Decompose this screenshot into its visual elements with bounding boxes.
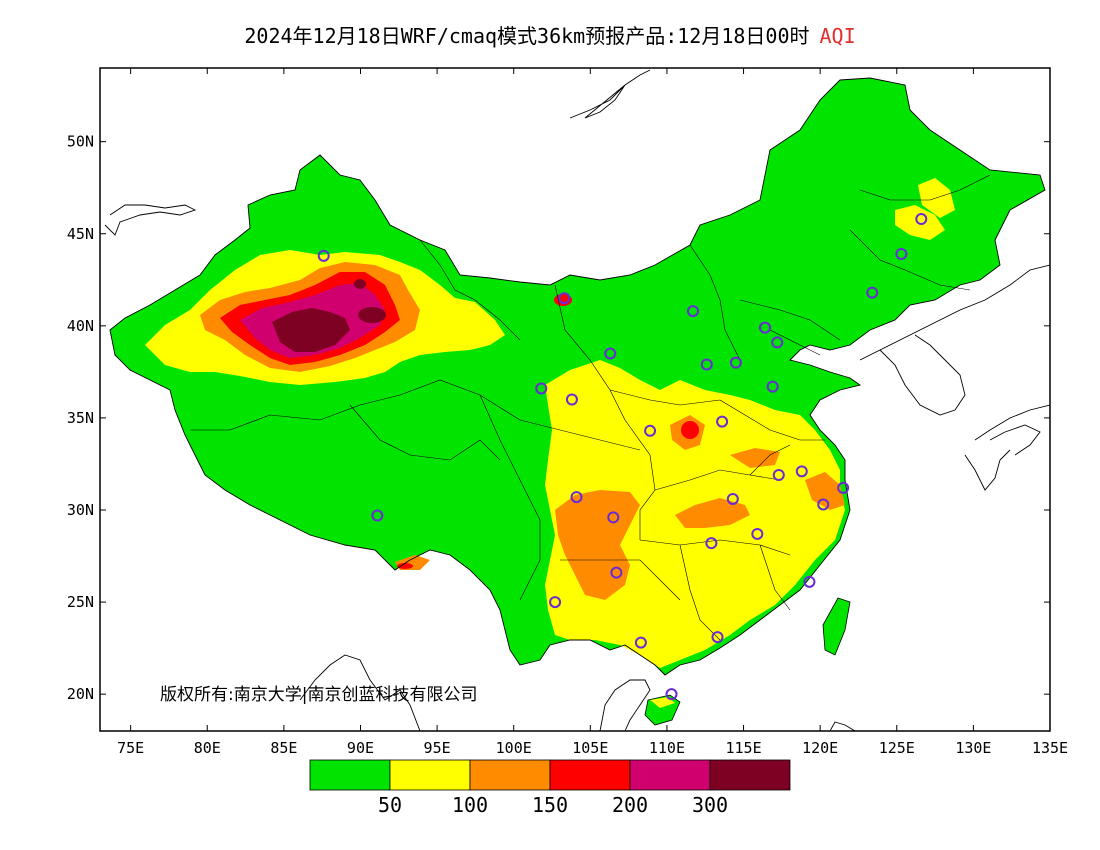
region-orange-anhui — [730, 448, 780, 468]
legend-swatch — [709, 759, 791, 791]
longitude-axis: 75E 80E 85E 90E 95E 100E 105E 110E 115E 120E 125E 1… — [117, 68, 1068, 757]
lat-tick-label: 50N — [67, 133, 94, 151]
station-marker — [711, 631, 724, 644]
station-marker — [915, 213, 928, 226]
lon-tick-label: 135E — [1032, 739, 1068, 757]
legend-swatch — [549, 759, 631, 791]
station-marker — [866, 286, 879, 299]
latitude-axis: 20N 25N 30N 35N 40N 45N 50N — [67, 133, 1050, 703]
lat-tick-label: 35N — [67, 409, 94, 427]
station-marker — [759, 321, 771, 334]
station-marker — [665, 688, 678, 701]
lon-tick-label: 120E — [802, 739, 838, 757]
legend-label: 300 — [692, 793, 728, 817]
station-marker — [771, 336, 784, 349]
aqi-legend: 50 100 150 200 300 — [309, 759, 791, 817]
station-marker — [317, 249, 330, 262]
station-marker — [837, 481, 850, 494]
station-marker — [817, 498, 830, 511]
region-orange-jiangsu — [805, 472, 845, 510]
province-boundaries — [190, 174, 991, 641]
station-marker — [772, 469, 785, 482]
region-orange-hubei — [675, 498, 750, 528]
title-main: 2024年12月18日WRF/cmaq模式36km预报产品:12月18日00时 — [244, 24, 810, 48]
lat-tick-label: 25N — [67, 593, 94, 611]
station-marker — [604, 347, 617, 360]
lat-tick-label: 30N — [67, 501, 94, 519]
legend-label: 150 — [532, 793, 568, 817]
legend-swatch — [309, 759, 391, 791]
station-marker — [705, 537, 718, 550]
region-darkred-spot — [354, 279, 366, 289]
station-marker — [803, 575, 816, 588]
lon-tick-label: 115E — [725, 739, 761, 757]
map-title: 2024年12月18日WRF/cmaq模式36km预报产品:12月18日00时 A… — [0, 20, 1100, 49]
station-marker — [726, 492, 739, 505]
copyright-text: 版权所有:南京大学|南京创蓝科技有限公司 — [160, 685, 478, 705]
lon-tick-label: 100E — [496, 739, 532, 757]
legend-swatch — [469, 759, 551, 791]
region-darkred-xinjiang — [272, 308, 350, 352]
station-marker — [610, 566, 623, 579]
station-marker — [700, 358, 713, 371]
station-marker — [729, 356, 742, 369]
station-marker — [607, 511, 620, 524]
station-marker — [686, 305, 699, 318]
lon-tick-label: 80E — [194, 739, 221, 757]
lon-tick-label: 130E — [955, 739, 991, 757]
lat-tick-label: 45N — [67, 225, 94, 243]
lon-tick-label: 95E — [424, 739, 451, 757]
region-yellow-northeast — [895, 205, 945, 240]
station-marker — [565, 393, 578, 406]
station-marker — [766, 380, 779, 393]
legend-label: 50 — [378, 793, 402, 817]
region-darkred-hami — [358, 307, 386, 323]
monitoring-stations — [317, 213, 928, 701]
station-marker — [895, 248, 908, 261]
island-hainan-yellow — [650, 697, 675, 708]
station-marker — [570, 491, 583, 504]
station-marker — [795, 465, 808, 478]
title-variable: AQI — [819, 24, 856, 48]
lat-tick-label: 20N — [67, 685, 94, 703]
lat-tick-label: 40N — [67, 317, 94, 335]
lon-tick-label: 75E — [117, 739, 144, 757]
lon-tick-label: 85E — [270, 739, 297, 757]
station-marker — [716, 415, 729, 428]
lon-tick-label: 105E — [572, 739, 608, 757]
legend-swatch — [629, 759, 711, 791]
lon-tick-label: 110E — [649, 739, 685, 757]
map-content — [104, 69, 1050, 731]
region-red-henan — [681, 421, 699, 439]
lon-tick-label: 125E — [879, 739, 915, 757]
legend-label: 100 — [452, 793, 488, 817]
legend-swatch — [389, 759, 471, 791]
lon-tick-label: 90E — [347, 739, 374, 757]
station-marker — [644, 424, 657, 437]
station-marker — [558, 292, 571, 305]
china-outline — [109, 77, 1046, 676]
island-taiwan — [822, 597, 851, 656]
station-marker — [371, 509, 384, 522]
station-marker — [751, 527, 764, 540]
station-marker — [549, 596, 562, 609]
surrounding-coastlines — [104, 69, 1050, 731]
legend-label: 200 — [612, 793, 648, 817]
station-marker — [634, 636, 647, 649]
station-marker — [535, 382, 548, 395]
region-red-tibet — [397, 563, 413, 569]
